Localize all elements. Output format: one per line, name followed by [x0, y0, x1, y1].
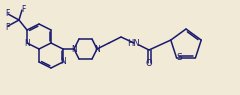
Text: F: F	[21, 4, 25, 13]
Text: HN: HN	[128, 38, 140, 48]
Text: S: S	[177, 53, 182, 62]
Text: O: O	[146, 59, 152, 68]
Text: N: N	[71, 44, 77, 53]
Text: N: N	[94, 44, 100, 53]
Text: N: N	[24, 38, 30, 48]
Text: N: N	[60, 57, 66, 66]
Text: F: F	[5, 23, 9, 32]
Text: F: F	[5, 10, 9, 19]
